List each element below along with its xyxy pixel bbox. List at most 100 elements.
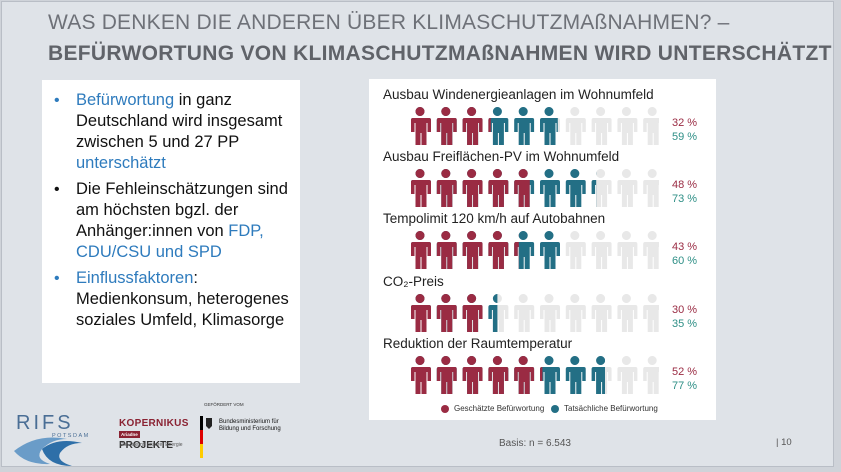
person-icon [643, 294, 659, 332]
person-icon [411, 356, 431, 394]
person-icon [591, 294, 612, 332]
bmbf-logo: GEFÖRDERT VOM Bundesministerium für Bild… [192, 402, 282, 462]
person-icon [617, 356, 638, 394]
person-icon [591, 356, 612, 394]
row-label: CO₂-Preis [383, 274, 444, 289]
pictogram-row [411, 231, 659, 269]
rifs-logo-name: RIFS [16, 412, 74, 434]
pictogram-chart: Geschätzte Befürwortung Tatsächliche Bef… [369, 79, 716, 420]
row-label: Reduktion der Raumtemperatur [383, 336, 573, 351]
bullet-text: : Medienkonsum, heterogenes soziales Umf… [76, 269, 289, 329]
person-icon [540, 107, 560, 145]
row-label: Ausbau Windenergieanlagen im Wohnumfeld [383, 87, 654, 102]
slide-frame: WAS DENKEN DIE ANDEREN ÜBER KLIMASCHUTZM… [1, 1, 834, 467]
actual-value-label: 35 % [672, 318, 698, 330]
person-icon [643, 107, 659, 145]
row-label: Ausbau Freiflächen-PV im Wohnumfeld [383, 149, 620, 164]
estimated-value-label: 32 % [672, 117, 698, 129]
person-icon [565, 169, 586, 207]
ariadne-tag: Ariadne [119, 430, 140, 438]
pictogram-row [411, 107, 659, 145]
actual-value-label: 60 % [672, 255, 698, 267]
bullet-dot: • [54, 270, 60, 287]
person-icon [591, 169, 612, 207]
person-icon [617, 169, 638, 207]
estimated-value-label: 43 % [672, 241, 698, 253]
estimated-value-label: 52 % [672, 366, 698, 378]
bullet-text: Die Fehleinschätzungen sind am höchsten … [76, 180, 288, 240]
person-icon [436, 356, 457, 394]
bullet-text: Befürwortung [76, 91, 175, 109]
rifs-logo-sub: POTSDAM [52, 433, 90, 439]
person-icon [565, 356, 586, 394]
kopernikus-claim: Die Zukunft unserer Energie [120, 442, 183, 448]
kopernikus-logo: KOPERNIKUS Ariadne PROJEKTE Die Zukunft u… [112, 414, 192, 452]
person-icon [643, 231, 659, 269]
bullet-list: • Befürwortung in ganz Deutschland wird i… [52, 90, 292, 336]
person-icon [540, 231, 560, 269]
person-icon [591, 107, 612, 145]
bullet-dot: • [54, 181, 60, 198]
bullet-text: FDP, CDU/CSU und SPD [76, 222, 264, 261]
actual-value-label: 59 % [672, 131, 698, 143]
person-icon [514, 294, 535, 332]
kopernikus-projects: Ariadne PROJEKTE [119, 429, 192, 451]
legend-estimated-dot [441, 404, 449, 413]
person-icon [565, 231, 586, 269]
german-flag-icon [200, 416, 212, 458]
legend-actual-dot [551, 404, 559, 413]
legend-estimated: Geschätzte Befürwortung [441, 404, 544, 413]
person-icon [462, 169, 483, 207]
person-icon [411, 169, 431, 207]
pictogram-row [411, 169, 659, 207]
person-icon [436, 169, 457, 207]
person-icon [488, 231, 509, 269]
person-icon [565, 107, 586, 145]
person-icon [514, 356, 535, 394]
legend-actual: Tatsächliche Befürwortung [551, 404, 658, 413]
slide-subtitle: BEFÜRWORTUNG VON KLIMASCHUTZMAßNAHMEN WI… [48, 42, 832, 65]
person-icon [488, 356, 509, 394]
bmbf-name: Bundesministerium für Bildung und Forsch… [219, 419, 281, 432]
bullet-item: • Die Fehleinschätzungen sind am höchsten… [52, 179, 292, 263]
bullet-text: unterschätzt [76, 154, 166, 172]
bmbf-funded-by: GEFÖRDERT VOM [204, 402, 244, 407]
person-icon [411, 294, 431, 332]
person-icon [565, 294, 586, 332]
bullet-item: • Befürwortung in ganz Deutschland wird i… [52, 90, 292, 174]
person-icon [514, 231, 535, 269]
person-icon [462, 231, 483, 269]
person-icon [436, 231, 457, 269]
actual-value-label: 73 % [672, 193, 698, 205]
person-icon [436, 107, 457, 145]
person-icon [411, 107, 431, 145]
person-icon [514, 107, 535, 145]
person-icon [488, 107, 509, 145]
estimated-value-label: 48 % [672, 179, 698, 191]
bullet-item: • Einflussfaktoren: Medienkonsum, heterog… [52, 268, 292, 331]
person-icon [643, 169, 659, 207]
bullet-text: in ganz Deutschland wird insgesamt zwisc… [76, 91, 283, 151]
legend-estimated-label: Geschätzte Befürwortung [454, 404, 545, 413]
estimated-value-label: 30 % [672, 304, 698, 316]
bullet-box: • Befürwortung in ganz Deutschland wird i… [42, 80, 300, 383]
person-icon [462, 294, 483, 332]
slide-title: WAS DENKEN DIE ANDEREN ÜBER KLIMASCHUTZM… [48, 11, 730, 34]
actual-value-label: 77 % [672, 380, 698, 392]
bullet-text: Einflussfaktoren [76, 269, 194, 287]
person-icon [540, 169, 560, 207]
person-icon [643, 356, 659, 394]
kopernikus-subtitle: PROJEKTE [119, 440, 173, 451]
row-label: Tempolimit 120 km/h auf Autobahnen [383, 211, 606, 226]
person-icon [540, 356, 560, 394]
pictogram-row [411, 356, 659, 394]
bullet-dot: • [54, 92, 60, 109]
kopernikus-title: KOPERNIKUS [119, 418, 189, 429]
person-icon [462, 107, 483, 145]
person-icon [617, 231, 638, 269]
person-icon [540, 294, 560, 332]
person-icon [488, 294, 509, 332]
person-icon [436, 294, 457, 332]
person-icon [411, 231, 431, 269]
pictogram-row [411, 294, 659, 332]
